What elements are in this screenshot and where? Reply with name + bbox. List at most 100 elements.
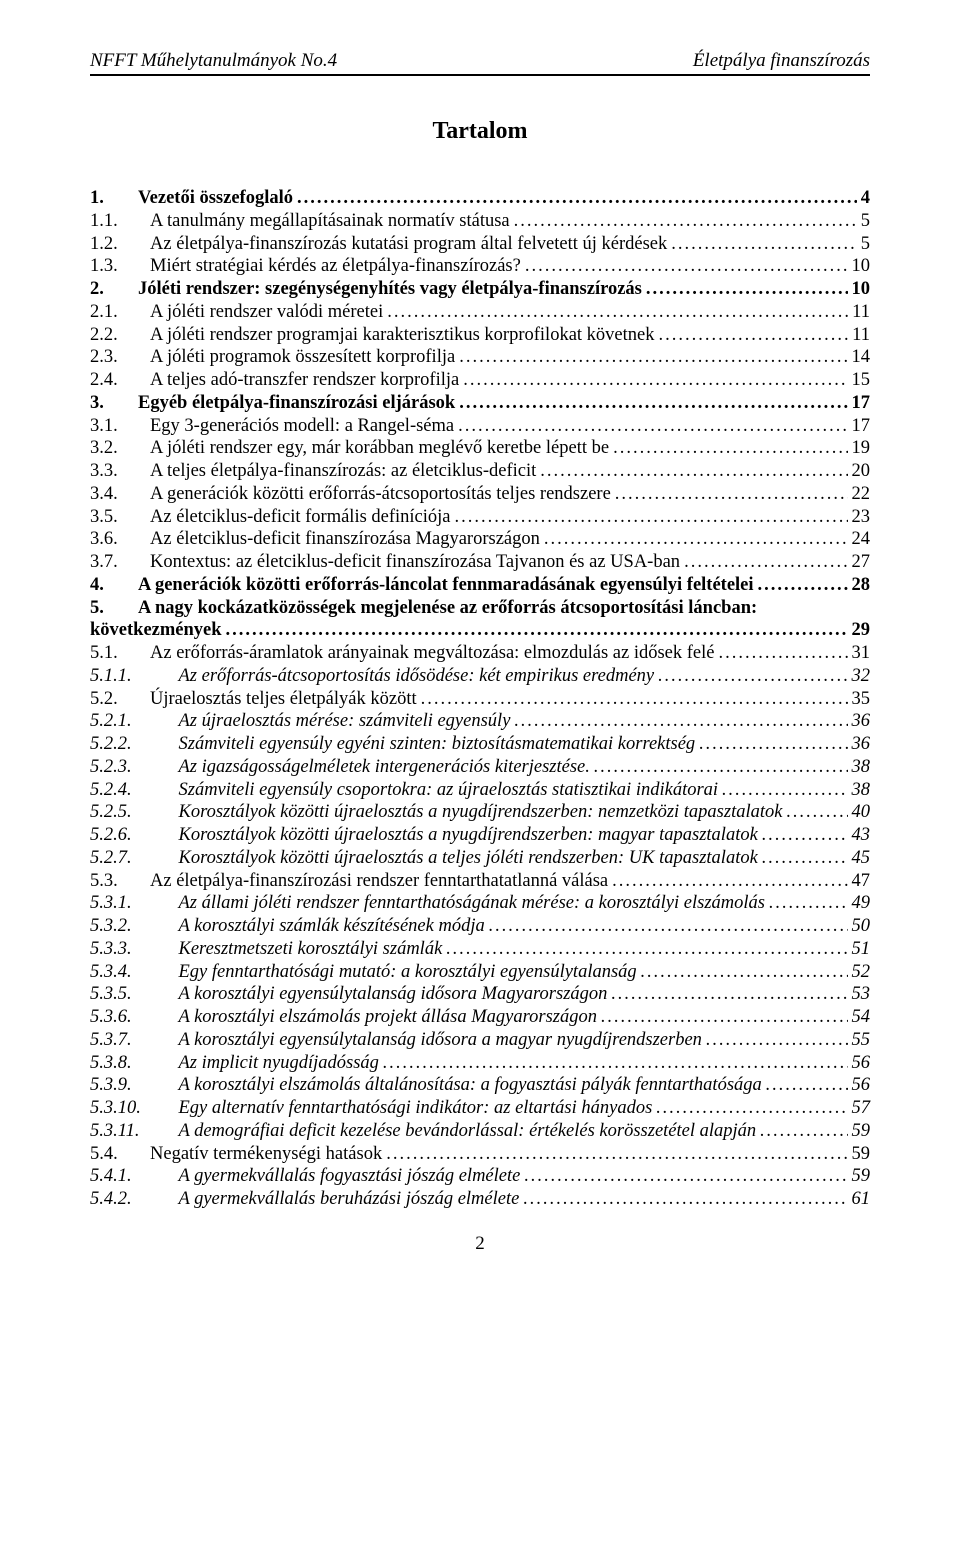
toc-leader-dots <box>458 415 847 438</box>
toc-leader-dots <box>646 278 848 301</box>
toc-page: 59 <box>852 1120 871 1143</box>
toc-number: 5.3. <box>90 870 150 893</box>
toc-page: 27 <box>852 551 871 574</box>
toc-number: 5.2.5. <box>90 801 160 824</box>
toc-number: 5.2.1. <box>90 710 160 733</box>
toc-label: A jóléti programok összesített korprofil… <box>150 346 455 369</box>
toc-entry: 5.4.2. A gyermekvállalás beruházási jósz… <box>90 1188 870 1211</box>
toc-leader-dots <box>455 506 848 529</box>
toc-number: 5.3.6. <box>90 1006 160 1029</box>
toc-entry: 5.3.4. Egy fenntarthatósági mutató: a ko… <box>90 961 870 984</box>
toc-leader-dots <box>463 369 847 392</box>
toc-number: 3.7. <box>90 551 150 574</box>
toc-number: 3.3. <box>90 460 150 483</box>
toc-entry: 3.7.Kontextus: az életciklus-deficit fin… <box>90 551 870 574</box>
toc-leader-dots <box>514 710 847 733</box>
toc-entry: 5.2.Újraelosztás teljes életpályák közöt… <box>90 688 870 711</box>
toc-entry: 2.2.A jóléti rendszer programjai karakte… <box>90 324 870 347</box>
toc-page: 17 <box>852 415 871 438</box>
toc-leader-dots <box>613 437 847 460</box>
toc-number: 2.3. <box>90 346 150 369</box>
toc-entry: 3.5.Az életciklus-deficit formális defin… <box>90 506 870 529</box>
toc-entry: 3.1.Egy 3-generációs modell: a Rangel-sé… <box>90 415 870 438</box>
toc-entry: 5.2.4. Számviteli egyensúly csoportokra:… <box>90 779 870 802</box>
toc-label: A korosztályi elszámolás általánosítása:… <box>160 1074 762 1097</box>
toc-page: 38 <box>852 756 871 779</box>
toc-label: Korosztályok közötti újraelosztás a nyug… <box>160 801 782 824</box>
toc-page: 54 <box>852 1006 871 1029</box>
toc-page: 61 <box>852 1188 871 1211</box>
toc-number: 5.4.2. <box>90 1188 160 1211</box>
toc-page: 55 <box>852 1029 871 1052</box>
toc-leader-dots <box>766 1074 848 1097</box>
toc-list: 1.Vezetői összefoglaló 41.1.A tanulmány … <box>90 187 870 1211</box>
toc-entry: 5.3.10. Egy alternatív fenntarthatósági … <box>90 1097 870 1120</box>
toc-entry: 5.2.7. Korosztályok közötti újraelosztás… <box>90 847 870 870</box>
toc-label: Egyéb életpálya-finanszírozási eljárások <box>138 392 455 415</box>
toc-number: 3.5. <box>90 506 150 529</box>
toc-label: A generációk közötti erőforrás-láncolat … <box>138 574 754 597</box>
toc-page: 40 <box>852 801 871 824</box>
toc-entry: 1.Vezetői összefoglaló 4 <box>90 187 870 210</box>
toc-label: A teljes életpálya-finanszírozás: az éle… <box>150 460 536 483</box>
toc-label: Az életciklus-deficit finanszírozása Mag… <box>150 528 540 551</box>
toc-entry: 3.Egyéb életpálya-finanszírozási eljárás… <box>90 392 870 415</box>
toc-leader-dots <box>387 301 848 324</box>
toc-label: A korosztályi egyensúlytalanság idősora … <box>160 1029 702 1052</box>
toc-label: A demográfiai deficit kezelése bevándorl… <box>160 1120 756 1143</box>
toc-page: 22 <box>852 483 871 506</box>
toc-number: 5.2.3. <box>90 756 160 779</box>
toc-leader-dots <box>489 915 848 938</box>
toc-label: A nagy kockázatközösségek megjelenése az… <box>138 597 757 620</box>
toc-number: 5.2.4. <box>90 779 160 802</box>
toc-label: Az erőforrás-áramlatok arányainak megvál… <box>150 642 715 665</box>
toc-page: 49 <box>852 892 871 915</box>
toc-page: 35 <box>852 688 871 711</box>
toc-label: Keresztmetszeti korosztályi számlák <box>160 938 442 961</box>
toc-number: 5.2.6. <box>90 824 160 847</box>
toc-number: 5.1.1. <box>90 665 160 688</box>
toc-page: 20 <box>852 460 871 483</box>
toc-label: A gyermekvállalás beruházási jószág elmé… <box>160 1188 519 1211</box>
toc-leader-dots <box>762 824 848 847</box>
toc-number: 3.4. <box>90 483 150 506</box>
toc-leader-dots <box>594 756 848 779</box>
page-header: NFFT Műhelytanulmányok No.4 Életpálya fi… <box>90 50 870 76</box>
toc-number: 3.2. <box>90 437 150 460</box>
toc-label: A korosztályi elszámolás projekt állása … <box>160 1006 597 1029</box>
toc-entry: 5.3.5. A korosztályi egyensúlytalanság i… <box>90 983 870 1006</box>
toc-entry: 5.2.5. Korosztályok közötti újraelosztás… <box>90 801 870 824</box>
toc-page: 4 <box>861 187 870 210</box>
toc-leader-dots <box>612 870 847 893</box>
toc-number: 1. <box>90 187 138 210</box>
toc-page: 10 <box>852 255 871 278</box>
toc-label: A jóléti rendszer egy, már korábban megl… <box>150 437 609 460</box>
toc-entry: 3.3.A teljes életpálya-finanszírozás: az… <box>90 460 870 483</box>
toc-entry: 2.3.A jóléti programok összesített korpr… <box>90 346 870 369</box>
toc-leader-dots <box>722 779 847 802</box>
toc-label: Az igazságosságelméletek intergenerációs… <box>160 756 590 779</box>
toc-page: 53 <box>852 983 871 1006</box>
toc-leader-dots <box>656 1097 847 1120</box>
toc-leader-dots <box>706 1029 848 1052</box>
toc-leader-dots <box>386 1143 847 1166</box>
toc-page: 5 <box>861 210 870 233</box>
toc-leader-dots <box>459 346 847 369</box>
toc-number: 5.3.10. <box>90 1097 160 1120</box>
toc-page: 23 <box>852 506 871 529</box>
toc-leader-dots <box>762 847 848 870</box>
toc-leader-dots <box>658 324 848 347</box>
toc-label: Az életpálya-finanszírozási rendszer fen… <box>150 870 608 893</box>
toc-number: 5.3.2. <box>90 915 160 938</box>
toc-number: 5.3.1. <box>90 892 160 915</box>
toc-leader-dots <box>540 460 847 483</box>
toc-leader-dots <box>383 1052 848 1075</box>
toc-page: 10 <box>852 278 871 301</box>
toc-entry: 1.3.Miért stratégiai kérdés az életpálya… <box>90 255 870 278</box>
toc-page: 57 <box>852 1097 871 1120</box>
toc-number: 5.3.9. <box>90 1074 160 1097</box>
toc-number: 1.1. <box>90 210 150 233</box>
toc-page: 24 <box>852 528 871 551</box>
toc-leader-dots <box>601 1006 848 1029</box>
toc-entry: 5.3.2. A korosztályi számlák készítéséne… <box>90 915 870 938</box>
